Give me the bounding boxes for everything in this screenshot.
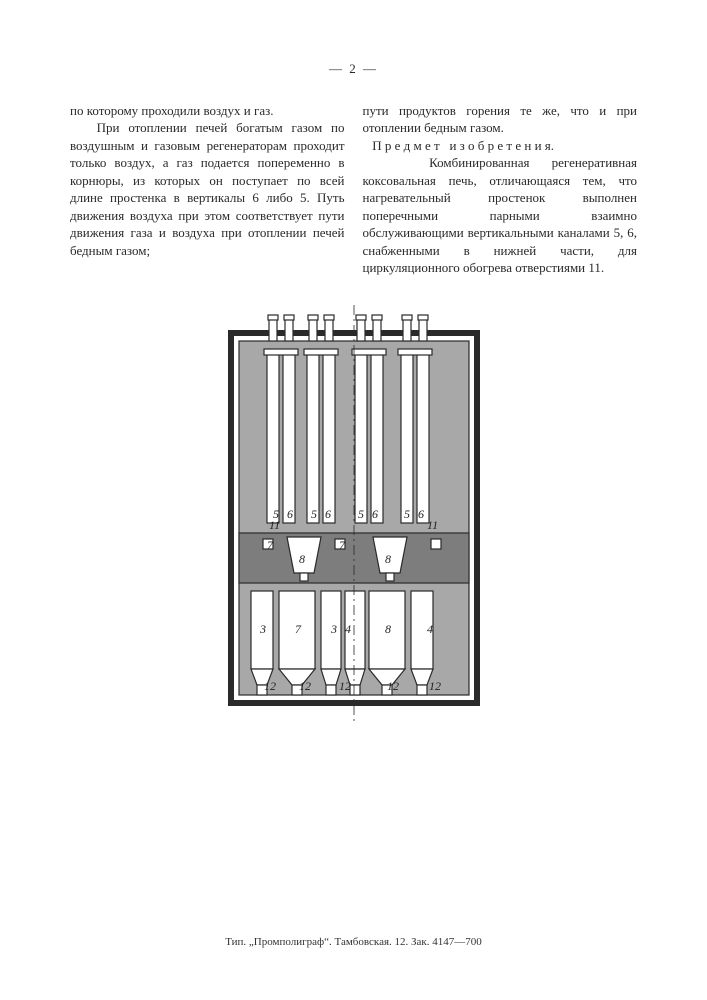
page-number: — 2 — (70, 60, 637, 78)
svg-text:5: 5 (358, 507, 364, 521)
svg-text:8: 8 (385, 622, 391, 636)
svg-text:7: 7 (295, 622, 302, 636)
right-column: пути продуктов горения те же, что и при … (363, 102, 638, 277)
svg-text:8: 8 (385, 552, 391, 566)
svg-text:6: 6 (325, 507, 331, 521)
svg-text:12: 12 (387, 679, 399, 693)
svg-text:12: 12 (429, 679, 441, 693)
svg-text:7: 7 (339, 538, 346, 552)
svg-text:5: 5 (404, 507, 410, 521)
svg-text:3: 3 (330, 622, 337, 636)
text-columns: по которому проходили воздух и газ. При … (70, 102, 637, 277)
svg-text:11: 11 (427, 518, 438, 532)
svg-text:4: 4 (345, 622, 351, 636)
svg-text:12: 12 (264, 679, 276, 693)
svg-text:6: 6 (418, 507, 424, 521)
svg-text:3: 3 (259, 622, 266, 636)
svg-text:8: 8 (299, 552, 305, 566)
furnace-diagram: 56565656887711113734841212121212 (209, 305, 499, 725)
svg-text:6: 6 (372, 507, 378, 521)
figure-container: 56565656887711113734841212121212 (70, 305, 637, 725)
svg-text:7: 7 (267, 538, 274, 552)
svg-text:5: 5 (311, 507, 317, 521)
imprint-footer: Тип. „Промполиграф“. Тамбовская. 12. Зак… (0, 935, 707, 950)
svg-text:12: 12 (299, 679, 311, 693)
svg-text:6: 6 (287, 507, 293, 521)
svg-text:11: 11 (269, 518, 280, 532)
left-column: по которому проходили воздух и газ. При … (70, 102, 345, 277)
svg-text:4: 4 (427, 622, 433, 636)
svg-text:12: 12 (339, 679, 351, 693)
